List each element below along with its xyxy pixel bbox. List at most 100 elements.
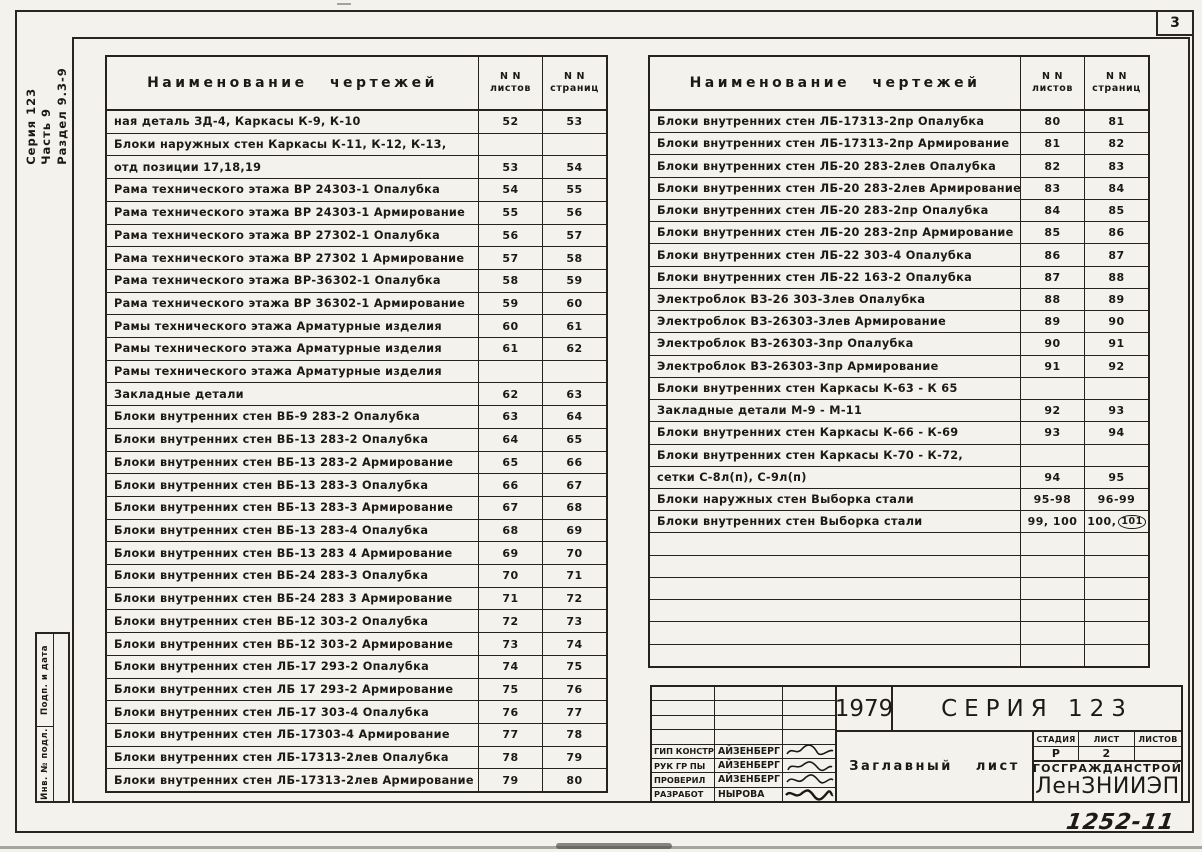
- inventory-number-label: Инв. № подл.: [40, 728, 50, 800]
- table-row: Рама технического этажа ВР 27302 1 Армир…: [107, 246, 606, 269]
- page-number-cell: 68: [542, 496, 606, 519]
- empty-stamp-row: [652, 687, 835, 701]
- page-number-cell: [1084, 577, 1148, 600]
- table-row: Блоки внутренних стен ВБ-9 283-2 Опалубк…: [107, 405, 606, 428]
- drawing-name-cell: Блоки внутренних стен ВБ-24 283 3 Армиро…: [114, 592, 453, 606]
- sheet-number-cell: 66: [478, 474, 542, 496]
- table-row: Блоки внутренних стен ЛБ-20 283-2лев Опа…: [650, 154, 1148, 177]
- table-row: Блоки внутренних стен ВБ-13 283-3 Армиро…: [107, 495, 606, 519]
- crew-name: Нырова: [715, 787, 783, 801]
- drawing-name-cell: [650, 578, 1020, 599]
- drawing-name-cell: Рамы технического этажа Арматурные издел…: [114, 342, 442, 356]
- table-row: Электроблок ВЗ-26 303-3лев Опалубка 88 89: [650, 287, 1148, 311]
- table-row: Блоки внутренних стен Каркасы К-66 - К-6…: [650, 421, 1148, 444]
- table-row: Блоки внутренних стен Каркасы К-63 - К 6…: [650, 376, 1148, 400]
- sheet-number-cell: 89: [1020, 311, 1084, 333]
- table-row: [650, 643, 1148, 666]
- sheet-number-cell: 81: [1020, 133, 1084, 155]
- page-number-cell: [1084, 600, 1148, 622]
- sheet-number-cell: [478, 133, 542, 156]
- table-row: Блоки внутренних стен ЛБ-20 283-2пр Опал…: [650, 198, 1148, 222]
- signature-mark: [783, 788, 835, 801]
- drawing-name-cell: [650, 533, 1020, 554]
- crew-row: Разработ Нырова: [652, 786, 835, 801]
- table-row: Рама технического этажа ВР 24303-1 Армир…: [107, 200, 606, 224]
- series-title-cell: СЕРИЯ 123: [893, 687, 1181, 732]
- table-row: Блоки внутренних стен ЛБ-17 303-4 Опалуб…: [107, 700, 606, 723]
- table-row: Блоки внутренних стен ВБ-13 283-4 Опалуб…: [107, 518, 606, 542]
- drawing-name-cell: Блоки внутренних стен ВБ-12 303-2 Армиро…: [114, 637, 454, 651]
- crew-role: Рук гр пы: [652, 758, 715, 773]
- column-header-page-numbers: N N страниц: [1084, 57, 1148, 109]
- crew-signature-grid: ГИП констр. Айзенберг Рук гр пы Айзенбер…: [652, 687, 837, 801]
- drawing-name-cell: Электроблок ВЗ-26303-3пр Армирование: [657, 359, 939, 373]
- signature-mark: [783, 759, 835, 772]
- drawing-name-cell: Рама технического этажа ВР 24303-1 Опалу…: [114, 183, 441, 197]
- table-row: Блоки внутренних стен ВБ-24 283 3 Армиро…: [107, 586, 606, 610]
- sheet-number-cell: 68: [478, 519, 542, 542]
- table-body: Блоки внутренних стен ЛБ-17313-2пр Опалу…: [650, 111, 1148, 666]
- sheets-total-label: Листов: [1138, 734, 1178, 744]
- inner-drawing-frame: [72, 37, 1190, 803]
- sheet-value: 2: [1079, 747, 1135, 760]
- drawing-name-cell: Блоки внутренних стен ВБ-13 283-3 Армиро…: [114, 501, 454, 515]
- page-number-cell: 57: [542, 224, 606, 247]
- page-number-cell: 53: [542, 111, 606, 133]
- column-header-drawing-name: Наименование чертежей: [689, 75, 981, 91]
- page-number-cell: [1084, 622, 1148, 644]
- drawing-index-table-left: Наименование чертежей N N листов N N стр…: [105, 55, 608, 793]
- sheet-number-cell: 87: [1020, 266, 1084, 288]
- page-number-cell: 63: [542, 383, 606, 406]
- sheet-number-cell: 65: [478, 451, 542, 474]
- sheet-number-cell: 77: [478, 723, 542, 746]
- scan-artifact-blob: [556, 843, 672, 849]
- page-number-cell: 88: [1084, 266, 1148, 288]
- drawing-name-cell: Блоки внутренних стен ВБ-24 283-3 Опалуб…: [114, 569, 429, 583]
- crew-name: Айзенберг: [715, 773, 783, 787]
- page-number-cell: 82: [1084, 133, 1148, 155]
- table-row: Электроблок ВЗ-26303-3пр Армирование 91 92: [650, 354, 1148, 377]
- sheet-number-cell: 99, 100: [1020, 511, 1084, 533]
- drawing-name-cell: Блоки внутренних стен ЛБ-17303-4 Армиров…: [114, 728, 450, 742]
- table-row: Блоки внутренних стен ЛБ-17 293-2 Опалуб…: [107, 654, 606, 678]
- stamp-cell-inventory-number: Инв. № подл.: [37, 727, 54, 801]
- table-row: Электроблок ВЗ-26303-3пр Опалубка 90 91: [650, 332, 1148, 355]
- document-title-cell: Заглавный лист: [837, 732, 1034, 801]
- page-number-cell: 54: [542, 156, 606, 179]
- institute-name: ЛенЗНИИЭП: [1035, 773, 1180, 799]
- drawing-name-cell: сетки С-8л(п), С-9л(п): [657, 470, 807, 484]
- page-number-cell: [1084, 377, 1148, 400]
- drawing-name-cell: Блоки внутренних стен ЛБ-17313-2пр Армир…: [657, 137, 1010, 151]
- drawing-name-cell: Блоки внутренних стен ЛБ-22 163-2 Опалуб…: [657, 270, 973, 284]
- stamp-cell-signature-date: Подп. и дата: [37, 634, 54, 727]
- page-number-cell: [1084, 555, 1148, 577]
- drawing-name-cell: Блоки внутренних стен ЛБ-17 303-4 Опалуб…: [114, 705, 430, 719]
- stage-header-row: Стадия Лист Листов: [1034, 732, 1181, 747]
- sheet-number-cell: 82: [1020, 155, 1084, 177]
- table-row: Блоки наружных стен Выборка стали 95-98 96…: [650, 487, 1148, 511]
- page-number-cell: 89: [1084, 288, 1148, 311]
- crew-role: ГИП констр.: [654, 744, 715, 758]
- drawing-name-cell: Рамы технического этажа Арматурные издел…: [114, 319, 442, 333]
- sheet-number-cell: 61: [478, 338, 542, 360]
- table-row: Закладные детали М-9 - М-11 92 93: [650, 399, 1148, 422]
- sheet-number-cell: 58: [478, 269, 542, 292]
- table-row: Электроблок ВЗ-26303-3лев Армирование 89 9…: [650, 310, 1148, 333]
- page-number-cell: 64: [542, 406, 606, 428]
- stage-value: Р: [1034, 747, 1079, 760]
- page-number-cell: 92: [1084, 355, 1148, 377]
- table-row: Блоки внутренних стен ВБ-13 283-2 Опалуб…: [107, 427, 606, 451]
- sheet-number-cell: 84: [1020, 199, 1084, 222]
- page-number-cell: 78: [542, 723, 606, 746]
- table-row: Рамы технического этажа Арматурные издел…: [107, 359, 606, 383]
- page-number-cell: 56: [542, 201, 606, 224]
- table-row: Блоки внутренних стен ЛБ-17313-2пр Армир…: [650, 132, 1148, 155]
- page-number-cell: 66: [542, 451, 606, 474]
- table-row: Блоки внутренних стен ВБ-13 283-3 Опалуб…: [107, 473, 606, 496]
- table-row: Блоки внутренних стен ЛБ-17313-2лев Опал…: [107, 745, 606, 769]
- table-row: [650, 532, 1148, 555]
- sheet-number-cell: 88: [1020, 288, 1084, 311]
- table-row: Блоки внутренних стен ЛБ-22 303-4 Опалуб…: [650, 243, 1148, 266]
- header-pages-text: страниц: [550, 83, 599, 94]
- drawing-name-cell: Блоки внутренних стен Каркасы К-66 - К-6…: [657, 426, 959, 440]
